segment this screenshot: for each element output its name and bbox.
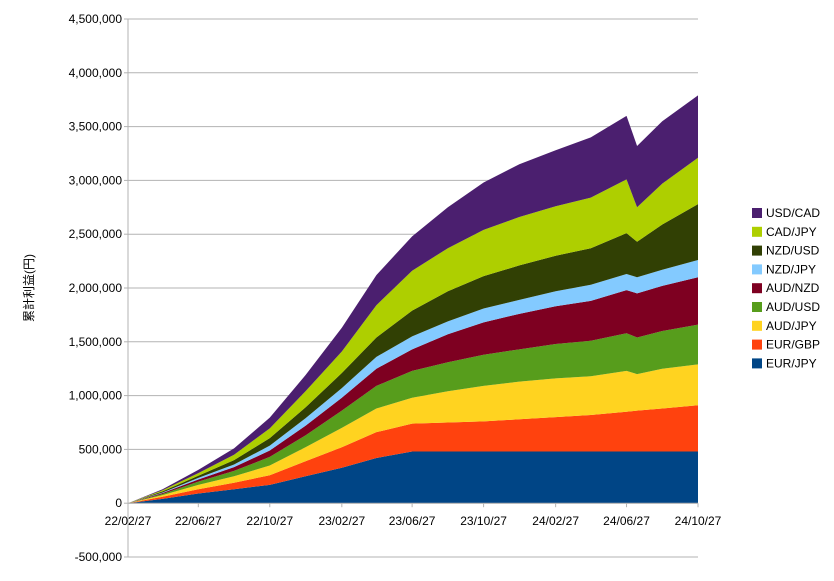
legend-swatch — [752, 302, 762, 312]
legend-label: NZD/USD — [766, 244, 820, 258]
area-aud-nzd — [128, 277, 698, 504]
legend-label: AUD/USD — [766, 300, 820, 314]
legend-label: CAD/JPY — [766, 225, 817, 239]
x-tick-label: 22/06/27 — [175, 514, 222, 528]
y-tick-label: 1,000,000 — [69, 389, 123, 403]
area-eur-gbp — [128, 405, 698, 504]
x-tick-label: 24/02/27 — [532, 514, 579, 528]
axes — [124, 18, 699, 558]
legend-swatch — [752, 320, 762, 331]
area-nzd-usd — [128, 204, 698, 504]
y-tick-label: 4,500,000 — [69, 12, 123, 26]
y-tick-label: 2,000,000 — [69, 281, 123, 295]
x-tick-label: 22/10/27 — [246, 514, 293, 528]
x-tick-labels: 22/02/27 22/06/27 22/10/27 23/02/27 23/06/27… — [105, 514, 722, 528]
y-tick-label: 4,000,000 — [69, 66, 123, 80]
y-tick-label: 1,500,000 — [69, 335, 123, 349]
stacked-areas — [128, 95, 698, 504]
legend: USD/CAD CAD/JPY NZD/USD NZD/JPY AUD/NZD AUD/U… — [752, 206, 820, 370]
area-aud-usd — [128, 324, 698, 504]
y-tick-label: 0 — [115, 496, 122, 510]
legend-label: USD/CAD — [766, 206, 820, 220]
area-nzd-jpy — [128, 260, 698, 504]
x-tick-label: 24/06/27 — [603, 514, 650, 528]
legend-label: AUD/NZD — [766, 281, 820, 295]
y-axis-label: 累計利益(円) — [21, 254, 36, 322]
x-tick-label: 23/02/27 — [318, 514, 365, 528]
legend-label: NZD/JPY — [766, 262, 816, 276]
x-tick-label: 22/02/27 — [105, 514, 152, 528]
y-tick-label: 500,000 — [79, 442, 123, 456]
x-tick-label: 23/10/27 — [460, 514, 507, 528]
y-tick-label: 3,000,000 — [69, 173, 123, 187]
area-eur-jpy — [128, 451, 698, 504]
y-tick-label: -500,000 — [75, 550, 123, 564]
area-cad-jpy — [128, 157, 698, 504]
legend-label: EUR/GBP — [766, 338, 820, 352]
legend-swatch — [752, 208, 762, 218]
area-aud-jpy — [128, 364, 698, 504]
legend-swatch — [752, 283, 762, 294]
y-tick-label: 2,500,000 — [69, 227, 123, 241]
y-tick-label: 3,500,000 — [69, 120, 123, 134]
area-usd-cad — [128, 95, 698, 504]
legend-label: AUD/JPY — [766, 319, 817, 333]
y-tick-labels: -500,000 0 500,000 1,000,000 1,500,000 2,000,… — [69, 12, 123, 564]
legend-swatch — [752, 264, 762, 275]
x-tick-label: 24/10/27 — [675, 514, 722, 528]
legend-label: EUR/JPY — [766, 356, 817, 370]
legend-swatch — [752, 245, 762, 256]
legend-swatch — [752, 226, 762, 237]
legend-swatch — [752, 339, 762, 350]
x-tick-label: 23/06/27 — [389, 514, 436, 528]
legend-swatch — [752, 358, 762, 369]
